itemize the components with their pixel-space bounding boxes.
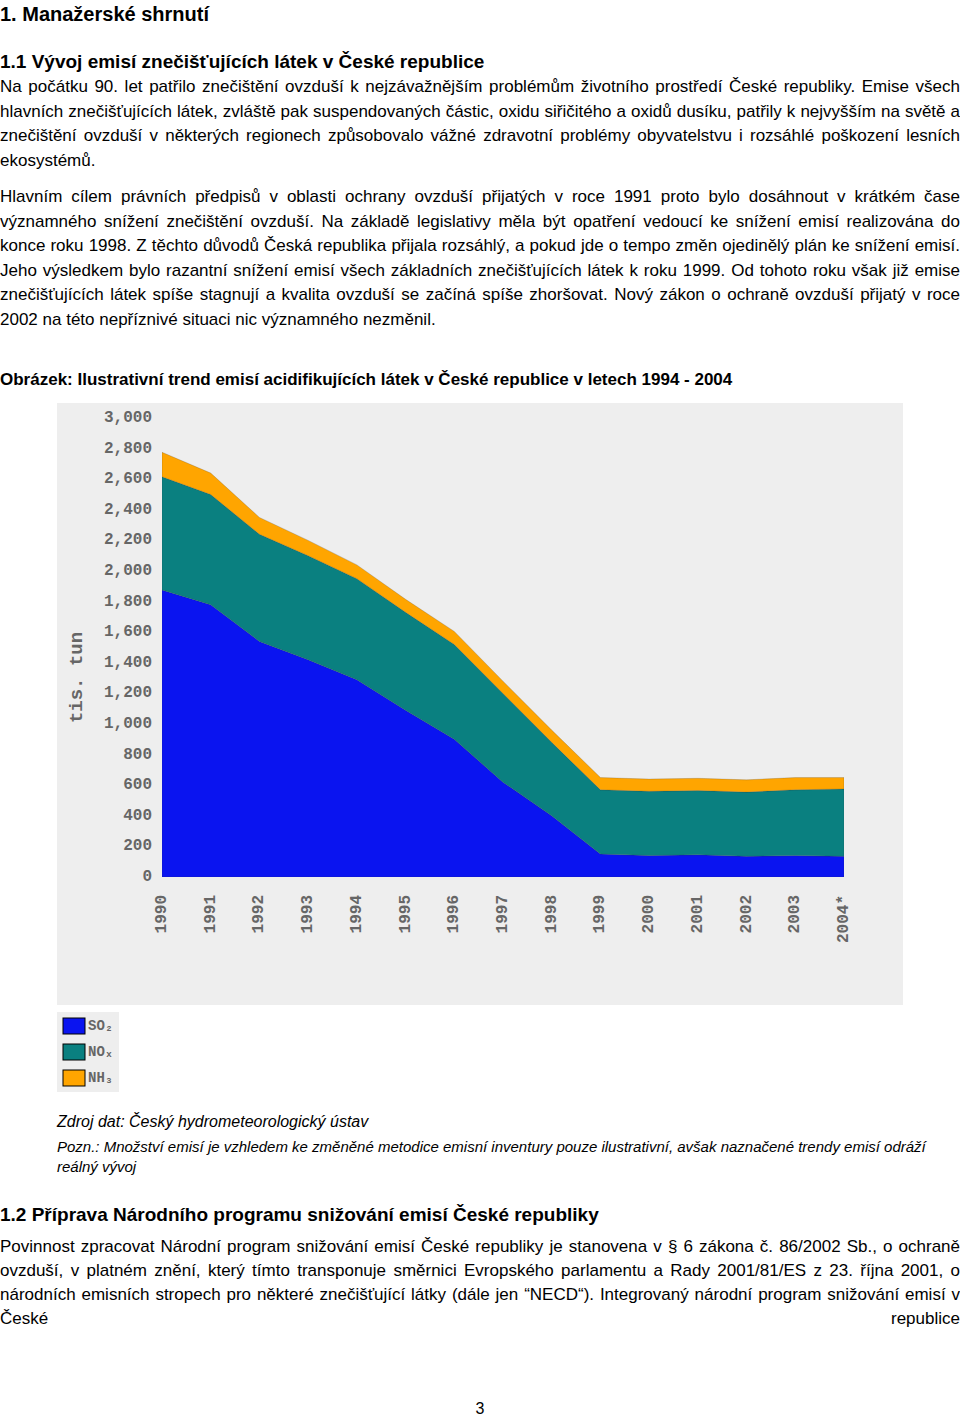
legend-label: SO₂ <box>88 1018 113 1034</box>
section-title: 1.1 Vývoj emisí znečišťujících látek v Č… <box>0 49 484 75</box>
y-tick-label: 1,200 <box>104 684 152 702</box>
y-tick-label: 2,800 <box>104 440 152 458</box>
page-heading: 1. Manažerské shrnutí <box>0 0 209 28</box>
y-tick-label: 2,400 <box>104 501 152 519</box>
y-axis-title: tis. tun <box>66 632 88 723</box>
paragraph: Na počátku 90. let patřilo znečištění ov… <box>0 75 960 173</box>
x-tick-label: 1998 <box>543 895 561 933</box>
x-tick-label: 2002 <box>738 895 756 933</box>
figure-note: Pozn.: Množství emisí je vzhledem ke změ… <box>57 1137 960 1177</box>
x-tick-label: 1996 <box>445 895 463 933</box>
x-tick-label: 1995 <box>397 895 415 933</box>
y-tick-label: 2,200 <box>104 531 152 549</box>
x-tick-label: 2000 <box>640 895 658 933</box>
area-2 <box>162 452 844 792</box>
chart: 0 200 400 600 800 1,000 1,200 1,400 1,600 1,800 2,… <box>57 403 903 1005</box>
x-tick-label: 1997 <box>494 895 512 933</box>
x-tick-label: 2003 <box>786 895 804 933</box>
y-tick-label: 1,600 <box>104 623 152 641</box>
legend-label: NH₃ <box>88 1070 113 1086</box>
y-tick-label: 800 <box>123 746 152 764</box>
y-tick-label: 400 <box>123 807 152 825</box>
x-tick-label: 2001 <box>689 895 707 933</box>
x-tick-label: 1994 <box>348 895 366 934</box>
y-tick-label: 3,000 <box>104 409 152 427</box>
x-tick-label: 2004* <box>835 895 853 943</box>
x-tick-label: 1991 <box>202 895 220 933</box>
legend: SO₂ NOₓ NH₃ <box>57 1012 119 1092</box>
x-tick-label: 1993 <box>299 895 317 933</box>
y-tick-label: 600 <box>123 776 152 794</box>
plot-area <box>162 452 844 877</box>
legend-swatch <box>63 1070 85 1086</box>
section-title: 1.2 Příprava Národního programu snižován… <box>0 1202 599 1228</box>
figure-caption: Obrázek: Ilustrativní trend emisí acidif… <box>0 368 732 392</box>
y-tick-label: 2,600 <box>104 470 152 488</box>
y-tick-label: 1,800 <box>104 593 152 611</box>
x-tick-label: 1999 <box>591 895 609 933</box>
x-tick-label: 1990 <box>153 895 171 933</box>
section-body: Povinnost zpracovat Národní program sniž… <box>0 1235 960 1331</box>
y-tick-label: 1,400 <box>104 654 152 672</box>
paragraph: Hlavním cílem právních předpisů v oblast… <box>0 185 960 332</box>
legend-label: NOₓ <box>88 1044 113 1060</box>
y-tick-label: 1,000 <box>104 715 152 733</box>
legend-swatch <box>63 1044 85 1060</box>
x-tick-label: 1992 <box>250 895 268 933</box>
page-number: 3 <box>0 1399 960 1418</box>
paragraph: Povinnost zpracovat Národní program sniž… <box>0 1235 960 1331</box>
y-tick-label: 0 <box>142 868 152 886</box>
figure-source: Zdroj dat: Český hydrometeorologický úst… <box>57 1110 368 1134</box>
legend-background <box>57 1012 119 1092</box>
chart-background <box>57 403 903 1005</box>
y-tick-label: 200 <box>123 837 152 855</box>
section-body: Na počátku 90. let patřilo znečištění ov… <box>0 75 960 332</box>
legend-swatch <box>63 1018 85 1034</box>
y-tick-label: 2,000 <box>104 562 152 580</box>
